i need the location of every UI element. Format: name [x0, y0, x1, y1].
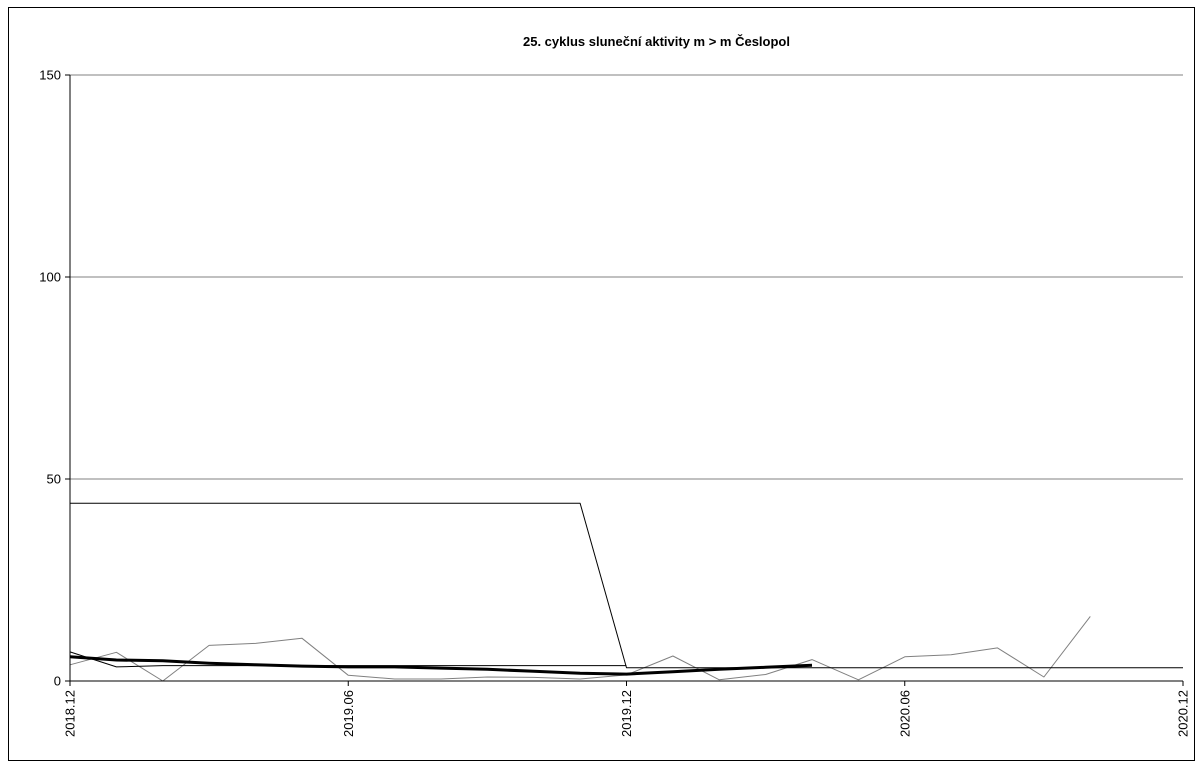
line-chart: 25. cyklus sluneční aktivity m > m Česlo…	[39, 34, 1190, 738]
y-tick-label-100: 100	[39, 270, 61, 285]
series-layer	[69, 502, 1183, 682]
chart-frame: 25. cyklus sluneční aktivity m > m Česlo…	[8, 7, 1195, 761]
grid-layer	[70, 74, 1183, 480]
x-tick-label-2020.12: 2020.12	[1176, 690, 1191, 737]
series-line-1	[69, 616, 1091, 682]
series-line-4	[69, 651, 627, 668]
x-tick-label-2019.12: 2019.12	[619, 690, 634, 737]
axis-layer: 0 50 100 150 2018.12 2019.06 2019.12 2020.06 202…	[39, 68, 1190, 738]
series-line-3	[70, 502, 1183, 669]
x-tick-label-2019.06: 2019.06	[341, 690, 356, 737]
chart-title: 25. cyklus sluneční aktivity m > m Česlo…	[523, 34, 790, 49]
y-tick-label-50: 50	[47, 472, 61, 487]
y-tick-label-0: 0	[54, 674, 61, 689]
y-tick-label-150: 150	[39, 68, 61, 83]
x-tick-label-2020.06: 2020.06	[897, 690, 912, 737]
x-tick-label-2018.12: 2018.12	[63, 690, 78, 737]
series-line-2	[69, 655, 813, 676]
